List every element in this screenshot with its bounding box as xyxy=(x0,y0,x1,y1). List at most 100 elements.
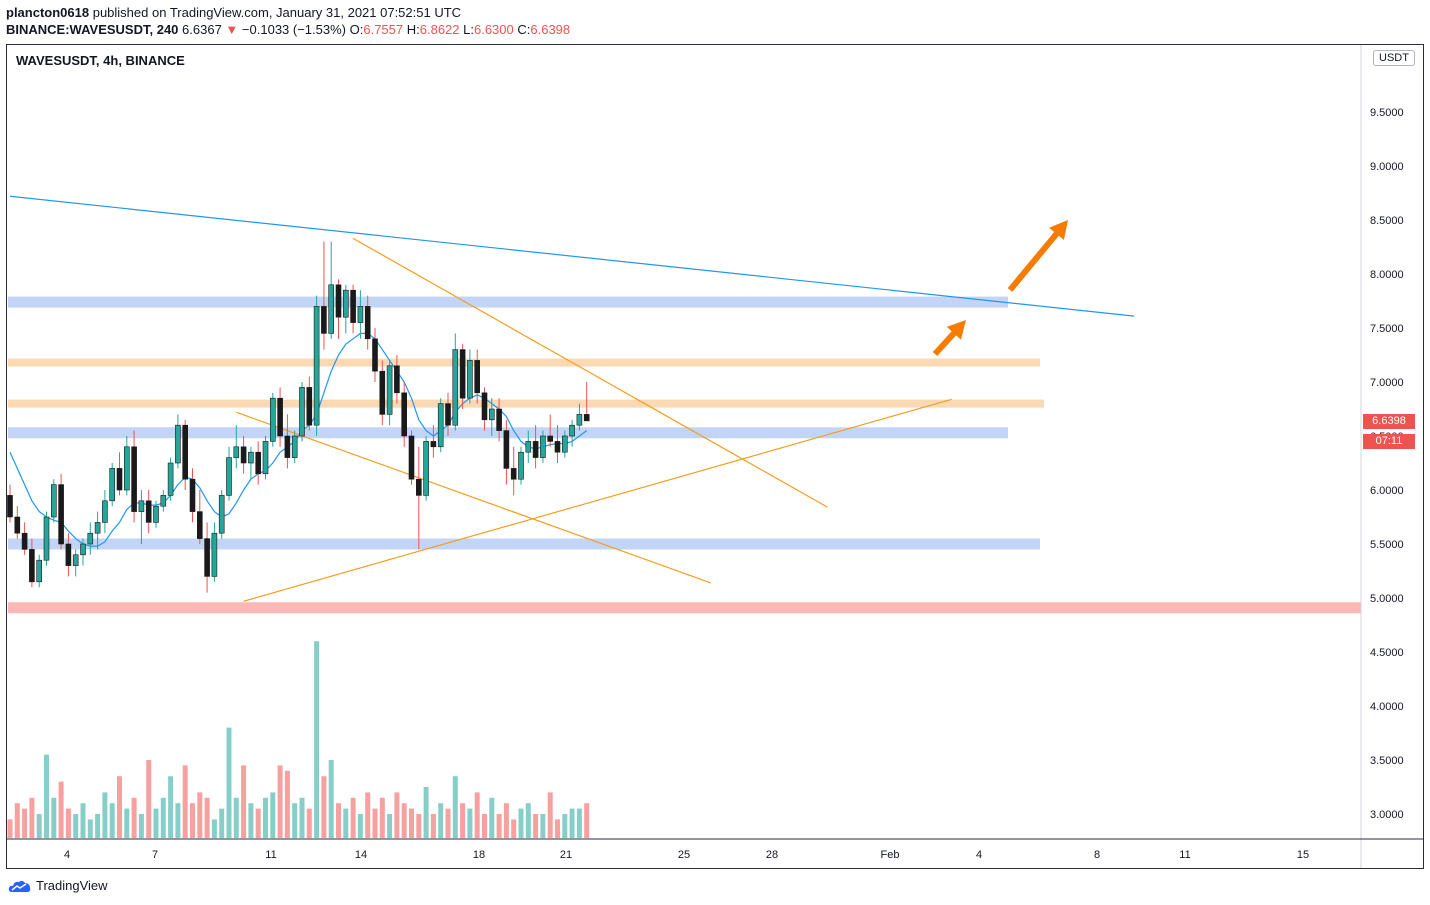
volume-bar xyxy=(51,797,57,838)
x-axis-tick: 28 xyxy=(766,849,778,861)
candle-body xyxy=(554,441,561,453)
candle-body xyxy=(342,289,349,318)
candle-body xyxy=(43,516,50,561)
currency-button[interactable]: USDT xyxy=(1373,50,1415,66)
tradingview-logo[interactable]: TradingView xyxy=(8,878,108,893)
volume-bar xyxy=(452,776,458,838)
candle-body xyxy=(21,532,28,550)
x-axis-tick: 15 xyxy=(1297,849,1309,861)
moving-average-line xyxy=(9,332,588,547)
publish-info: plancton0618 published on TradingView.co… xyxy=(6,5,461,20)
volume-bar xyxy=(226,727,232,838)
candle-body xyxy=(518,451,524,480)
y-axis-tick: 3.0000 xyxy=(1370,809,1404,821)
candle-body xyxy=(284,435,291,458)
y-axis-tick: 7.0000 xyxy=(1370,377,1404,389)
candle-body xyxy=(335,284,342,318)
candle-body xyxy=(379,370,386,415)
candle-body xyxy=(204,538,210,577)
volume-bar xyxy=(445,808,451,838)
x-axis-tick: 25 xyxy=(678,849,690,861)
candle-body xyxy=(182,424,188,480)
candle-body xyxy=(540,435,546,458)
candle-body xyxy=(269,397,276,442)
candle-body xyxy=(321,306,327,334)
volume-bar xyxy=(255,808,261,838)
candle-body xyxy=(481,392,488,421)
x-axis-tick: 8 xyxy=(1094,849,1100,861)
candle-body xyxy=(423,441,429,496)
y-axis-tick: 9.5000 xyxy=(1370,107,1404,119)
y-axis-tick: 8.5000 xyxy=(1370,215,1404,227)
volume-bar xyxy=(102,792,108,838)
volume-bar xyxy=(306,808,312,838)
symbol-line: BINANCE:WAVESUSDT, 240 xyxy=(6,22,179,37)
y-axis-tick: 5.0000 xyxy=(1370,593,1404,605)
candle-body xyxy=(496,408,502,431)
candle-body xyxy=(109,468,115,502)
y-axis-tick: 3.5000 xyxy=(1370,755,1404,767)
x-axis-tick: Feb xyxy=(881,849,900,861)
volume-bar xyxy=(263,797,268,838)
y-axis-tick: 4.5000 xyxy=(1370,647,1404,659)
candle-body xyxy=(36,559,43,583)
volume-bar xyxy=(482,814,487,838)
volume-bar xyxy=(211,819,217,838)
volume-bar xyxy=(314,641,320,838)
low-value: 6.6300 xyxy=(473,22,514,37)
zone-4 xyxy=(8,296,1008,308)
volume-bar xyxy=(562,814,568,838)
volume-bar xyxy=(153,808,159,838)
candle-body xyxy=(306,387,313,426)
zone-3 xyxy=(8,358,1040,367)
candle-body xyxy=(408,435,415,480)
cloud-icon xyxy=(8,880,31,892)
x-axis-tick: 7 xyxy=(152,849,158,861)
volume-bar xyxy=(241,765,247,838)
candle-body xyxy=(160,495,167,507)
candle-body xyxy=(197,511,203,539)
volume-bar xyxy=(29,797,35,838)
candle-body xyxy=(131,446,137,512)
volume-bar xyxy=(533,814,539,838)
volume-bar xyxy=(409,808,414,838)
y-axis-tick: 7.5000 xyxy=(1370,323,1404,335)
volume-bar xyxy=(540,814,546,838)
bar-countdown: 07:11 xyxy=(1363,434,1415,449)
volume-bar xyxy=(496,814,502,838)
candle-body xyxy=(394,365,400,394)
volume-bar xyxy=(321,776,327,838)
price-change: −0.1033 (−1.53%) xyxy=(241,22,346,37)
volume-bar xyxy=(175,803,181,838)
volume-bar xyxy=(219,808,225,838)
author-name[interactable]: plancton0618 xyxy=(6,5,90,20)
down-arrow-icon: ▼ xyxy=(225,22,239,37)
volume-bar xyxy=(36,814,42,838)
volume-bar xyxy=(80,803,86,838)
candle-body xyxy=(583,414,590,422)
candle-body xyxy=(7,495,13,518)
candle-body xyxy=(547,435,554,442)
candle-body xyxy=(218,495,225,534)
candle-body xyxy=(233,446,240,458)
trendline-3 xyxy=(243,398,952,602)
x-axis-tick: 21 xyxy=(560,849,572,861)
volume-bar xyxy=(117,776,122,838)
candle-body xyxy=(255,451,261,475)
volume-bar xyxy=(365,792,371,838)
trendline-1 xyxy=(352,237,828,508)
volume-bar xyxy=(299,797,305,838)
candle-body xyxy=(72,554,79,566)
candle-body xyxy=(401,392,408,437)
candle-body xyxy=(58,484,64,545)
candle-body xyxy=(576,414,583,426)
candle-body xyxy=(386,365,393,415)
volume-bar xyxy=(87,819,93,838)
candle-body xyxy=(167,462,174,496)
volume-bar xyxy=(270,792,276,838)
x-axis-tick: 11 xyxy=(1179,849,1190,861)
volume-bar xyxy=(416,814,422,838)
x-axis-tick: 4 xyxy=(64,849,70,861)
volume-bar xyxy=(423,787,429,838)
